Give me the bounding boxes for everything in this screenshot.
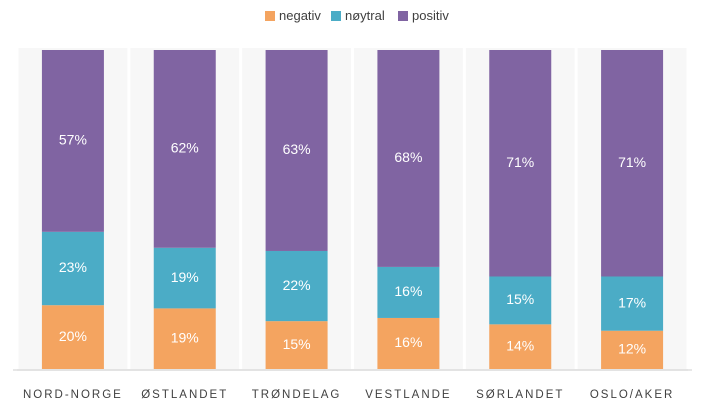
data-label-nøytral-5: 17%	[618, 294, 646, 310]
data-label-positiv-3: 68%	[394, 149, 422, 165]
bar-negativ-5	[601, 330, 664, 369]
bar-nøytral-5	[601, 276, 664, 331]
x-axis-labels: NORD-NORGE ØSTLANDET TRØNDELAG VESTLANDE SØR…	[23, 389, 674, 401]
bar-nøytral-3	[377, 266, 440, 318]
data-label-positiv-4: 71%	[506, 154, 534, 170]
bar-negativ-2	[265, 321, 328, 369]
legend: negativ nøytral positiv	[265, 8, 449, 23]
data-label-negativ-1: 19%	[171, 329, 199, 345]
bar-positiv-5	[601, 50, 664, 277]
bar-positiv-2	[265, 50, 328, 251]
bar-positiv-4	[489, 50, 552, 277]
bar-negativ-4	[489, 324, 552, 369]
data-label-nøytral-1: 19%	[171, 269, 199, 285]
data-label-nøytral-4: 15%	[506, 291, 534, 307]
data-label-negativ-0: 20%	[59, 328, 87, 344]
x-tick-label-4: SØRLANDET	[476, 389, 564, 401]
bar-nøytral-2	[265, 250, 328, 322]
data-label-nøytral-0: 23%	[59, 259, 87, 275]
legend-swatch-negativ	[265, 11, 275, 21]
legend-swatch-positiv	[398, 11, 408, 21]
bar-nøytral-4	[489, 276, 552, 325]
data-label-positiv-2: 63%	[283, 141, 311, 157]
bar-nøytral-1	[153, 247, 216, 309]
bars: 20% 23% 57% 19% 19% 62% 15% 22% 63% 16% 16% 68% 14% 1…	[41, 50, 664, 369]
bar-negativ-3	[377, 317, 440, 369]
x-tick-label-5: OSLO/AKER	[590, 389, 674, 401]
data-label-nøytral-2: 22%	[283, 277, 311, 293]
bar-positiv-1	[153, 50, 216, 248]
legend-label-negativ: negativ	[279, 8, 321, 23]
bar-nøytral-0	[41, 231, 104, 306]
legend-label-positiv: positiv	[412, 8, 449, 23]
data-label-negativ-2: 15%	[283, 336, 311, 352]
data-label-positiv-0: 57%	[59, 132, 87, 148]
data-label-negativ-4: 14%	[506, 337, 534, 353]
bar-positiv-0	[41, 50, 104, 232]
bar-negativ-1	[153, 308, 216, 369]
x-tick-label-2: TRØNDELAG	[252, 389, 342, 401]
x-tick-label-1: ØSTLANDET	[141, 389, 228, 401]
category-bands	[13, 48, 692, 371]
x-tick-label-3: VESTLANDE	[365, 389, 451, 401]
bar-positiv-3	[377, 50, 440, 267]
legend-label-nøytral: nøytral	[345, 8, 385, 23]
bar-negativ-0	[41, 305, 104, 369]
x-tick-label-0: NORD-NORGE	[23, 389, 123, 401]
data-label-positiv-5: 71%	[618, 154, 646, 170]
data-label-positiv-1: 62%	[171, 140, 199, 156]
data-label-nøytral-3: 16%	[394, 283, 422, 299]
data-label-negativ-3: 16%	[394, 334, 422, 350]
data-label-negativ-5: 12%	[618, 341, 646, 357]
legend-swatch-nøytral	[331, 11, 341, 21]
